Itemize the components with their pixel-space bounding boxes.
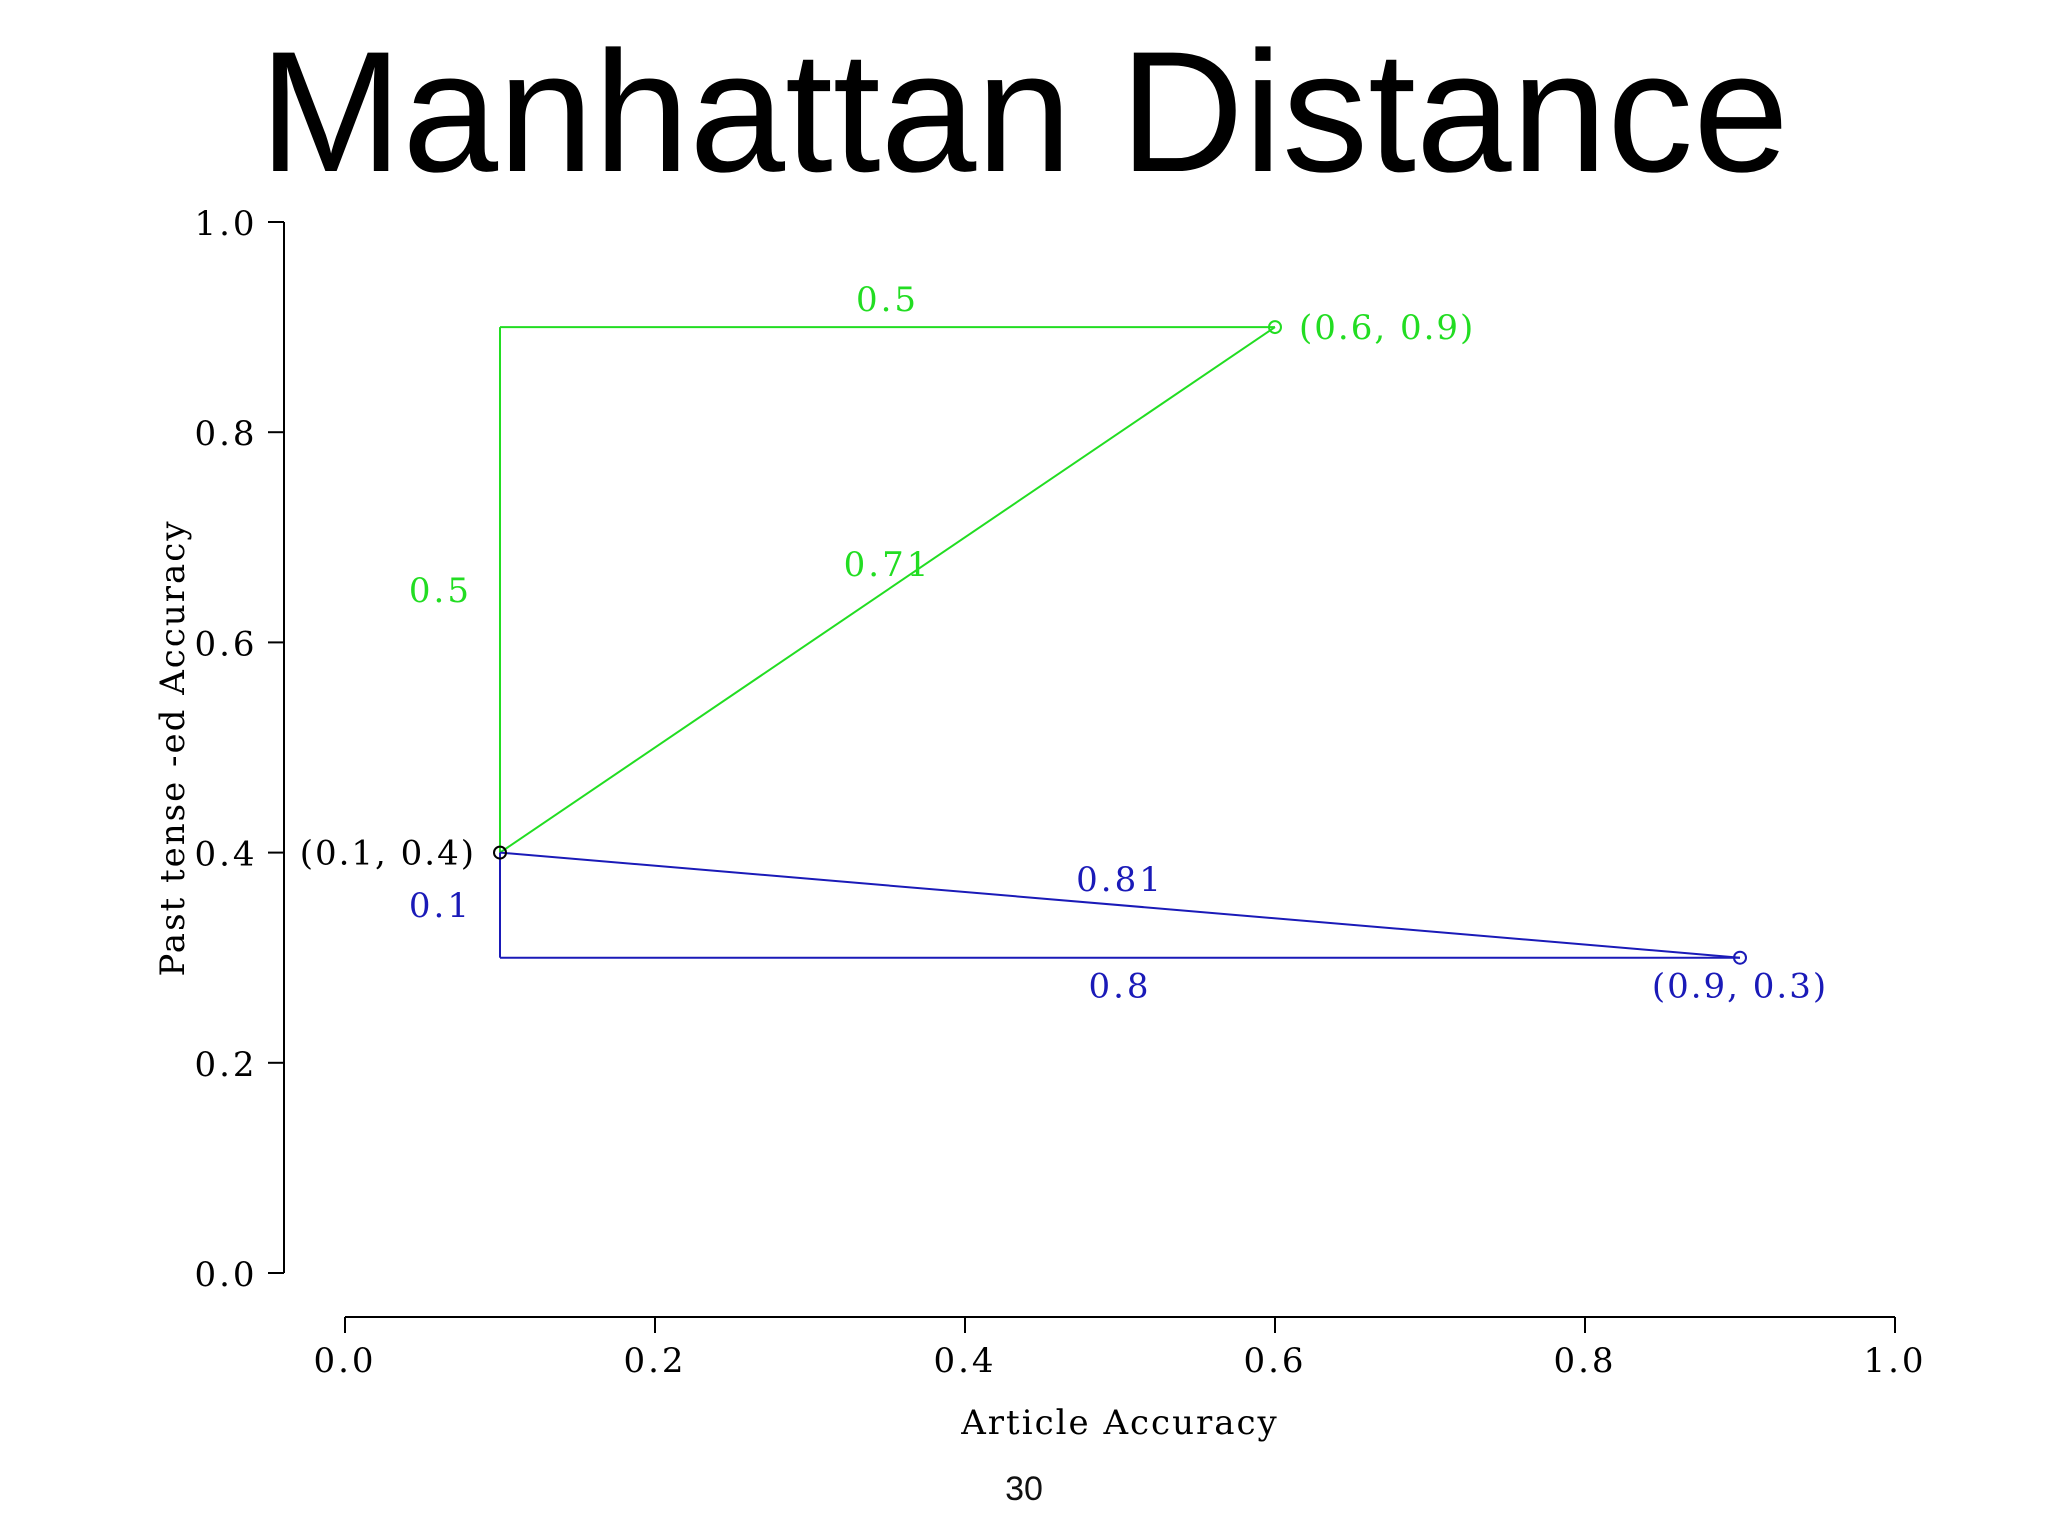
y-tick-label: 0.2	[194, 1045, 257, 1085]
page-number: 30	[1005, 1470, 1043, 1508]
y-tick-label: 0.4	[194, 835, 257, 875]
point-label: (0.1, 0.4)	[300, 834, 476, 874]
x-tick-label: 0.6	[1243, 1341, 1306, 1381]
y-tick-label: 0.0	[194, 1255, 257, 1295]
points: (0.1, 0.4) (0.6, 0.9) (0.9, 0.3)	[300, 308, 1828, 1007]
x-tick-label: 0.2	[623, 1341, 686, 1381]
segment-line	[499, 851, 1741, 959]
slide-title: Manhattan Distance	[259, 16, 1789, 208]
data-point	[1268, 320, 1282, 335]
y-axis: 0.0 0.2 0.4 0.6 0.8 1.0	[194, 204, 285, 1295]
point-label: (0.6, 0.9)	[1299, 308, 1475, 348]
segment-label: 0.8	[1088, 967, 1151, 1007]
y-axis-label: Past tense -ed Accuracy	[153, 519, 193, 976]
segment-label: 0.5	[409, 571, 472, 611]
segment-line	[499, 326, 1276, 854]
data-point	[493, 845, 507, 860]
x-axis-label: Article Accuracy	[960, 1403, 1279, 1443]
segments: 0.5 0.5 0.71 0.1 0.8 0.81	[409, 280, 1741, 1007]
y-tick-label: 0.6	[194, 624, 257, 664]
x-axis: 0.0 0.2 0.4 0.6 0.8 1.0	[313, 1316, 1926, 1381]
x-tick-label: 0.4	[933, 1341, 996, 1381]
x-tick-label: 1.0	[1863, 1341, 1926, 1381]
point-label: (0.9, 0.3)	[1652, 967, 1828, 1007]
data-point	[1733, 950, 1747, 965]
y-tick-label: 1.0	[194, 204, 257, 244]
x-tick-label: 0.0	[313, 1341, 376, 1381]
x-tick-label: 0.8	[1553, 1341, 1616, 1381]
segment-label: 0.81	[1076, 860, 1164, 900]
segment-label: 0.5	[856, 280, 919, 320]
y-tick-label: 0.8	[194, 414, 257, 454]
segment-label: 0.71	[844, 545, 932, 585]
segment-label: 0.1	[409, 886, 472, 926]
